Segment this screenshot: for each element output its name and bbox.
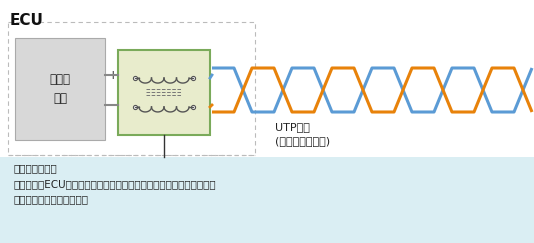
Text: 物理层
芯片: 物理层 芯片 [50, 73, 70, 105]
Bar [0, 157, 534, 243]
Text: ECU: ECU [10, 13, 44, 28]
Text: 《共模滤波器》: 《共模滤波器》 [14, 163, 58, 173]
Bar [118, 50, 210, 135]
Text: UTP电缆
(非屏蔽、双绞线): UTP电缆 (非屏蔽、双绞线) [275, 122, 330, 146]
Text: −: − [108, 98, 120, 112]
Text: 缆侵入的入射噪音的侵扰。: 缆侵入的入射噪音的侵扰。 [14, 194, 89, 204]
Text: 在抑制来自ECU物理层芯片的辐射噪音的同时，还可保护芯片免受从电: 在抑制来自ECU物理层芯片的辐射噪音的同时，还可保护芯片免受从电 [14, 179, 217, 189]
Text: +: + [108, 69, 119, 81]
Bar [15, 38, 105, 140]
Bar [8, 22, 255, 155]
